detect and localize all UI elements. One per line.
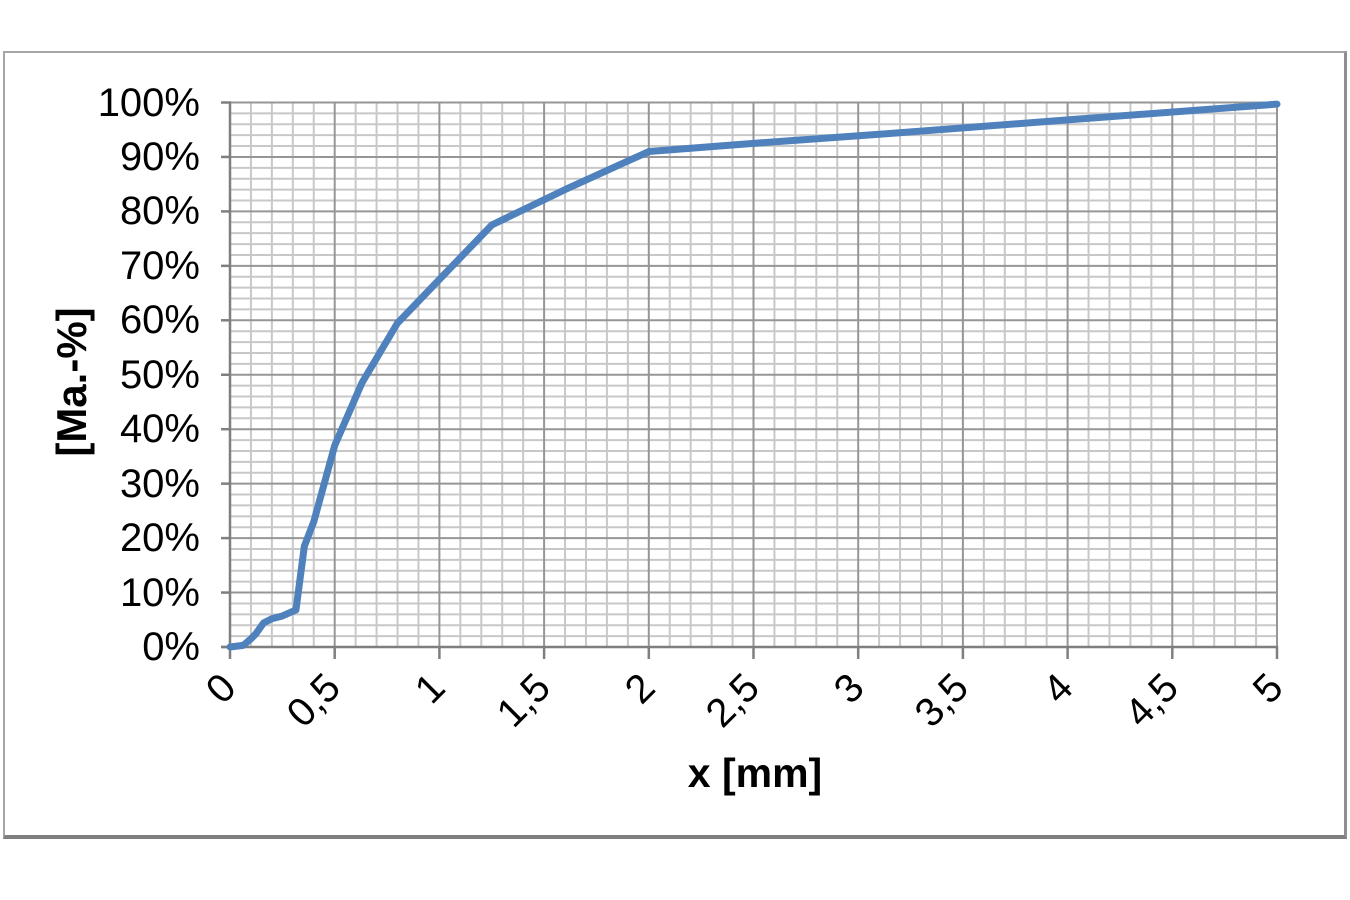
y-tick-label: 70% bbox=[119, 243, 200, 288]
y-axis-title: [Ma.-%] bbox=[48, 307, 95, 457]
series-polyline bbox=[226, 100, 1281, 651]
y-tick-label: 30% bbox=[119, 461, 200, 506]
y-tick-label: 20% bbox=[119, 516, 200, 561]
y-tick-label: 10% bbox=[119, 570, 200, 615]
y-tick-label: 100% bbox=[97, 80, 200, 125]
gridlines-major bbox=[230, 101, 1278, 647]
data-series-line bbox=[226, 100, 1281, 651]
y-tick-label: 0% bbox=[142, 625, 200, 669]
y-tick-label: 80% bbox=[119, 189, 200, 234]
y-tick-label: 90% bbox=[119, 134, 200, 179]
y-tick-label: 40% bbox=[119, 407, 200, 452]
y-tick-label: 50% bbox=[119, 352, 200, 397]
x-axis-title: x [mm] bbox=[687, 750, 823, 796]
y-tick-label: 60% bbox=[119, 298, 200, 343]
chart-frame bbox=[3, 51, 1347, 839]
axis-tick-marks bbox=[221, 101, 1279, 659]
